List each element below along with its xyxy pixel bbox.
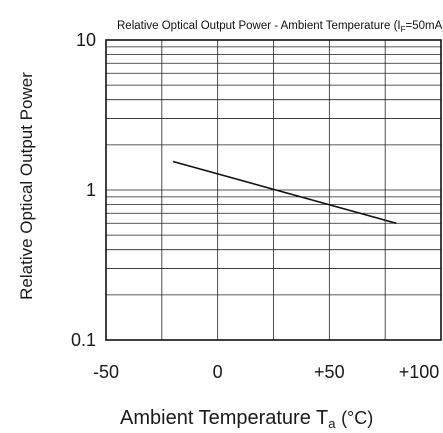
y-tick-label: 0.1 bbox=[71, 330, 96, 350]
x-axis-label: Ambient Temperature Ta (°C) bbox=[120, 407, 373, 431]
y-tick-label: 1 bbox=[86, 180, 96, 200]
tick-labels: -50 0 +50 +100 0.1 1 10 bbox=[71, 30, 439, 382]
plot-frame bbox=[105, 39, 442, 341]
x-tick-label: +50 bbox=[314, 362, 345, 382]
series-line-0 bbox=[172, 160, 397, 225]
chart-title: Relative Optical Output Power - Ambient … bbox=[117, 20, 443, 34]
x-tick-label: -50 bbox=[93, 362, 119, 382]
x-tick-label: 0 bbox=[213, 362, 223, 382]
x-tick-label: +100 bbox=[399, 362, 440, 382]
y-tick-label: 10 bbox=[76, 30, 96, 50]
series-layer bbox=[172, 160, 397, 225]
y-axis-label: Relative Optical Output Power bbox=[17, 72, 36, 300]
